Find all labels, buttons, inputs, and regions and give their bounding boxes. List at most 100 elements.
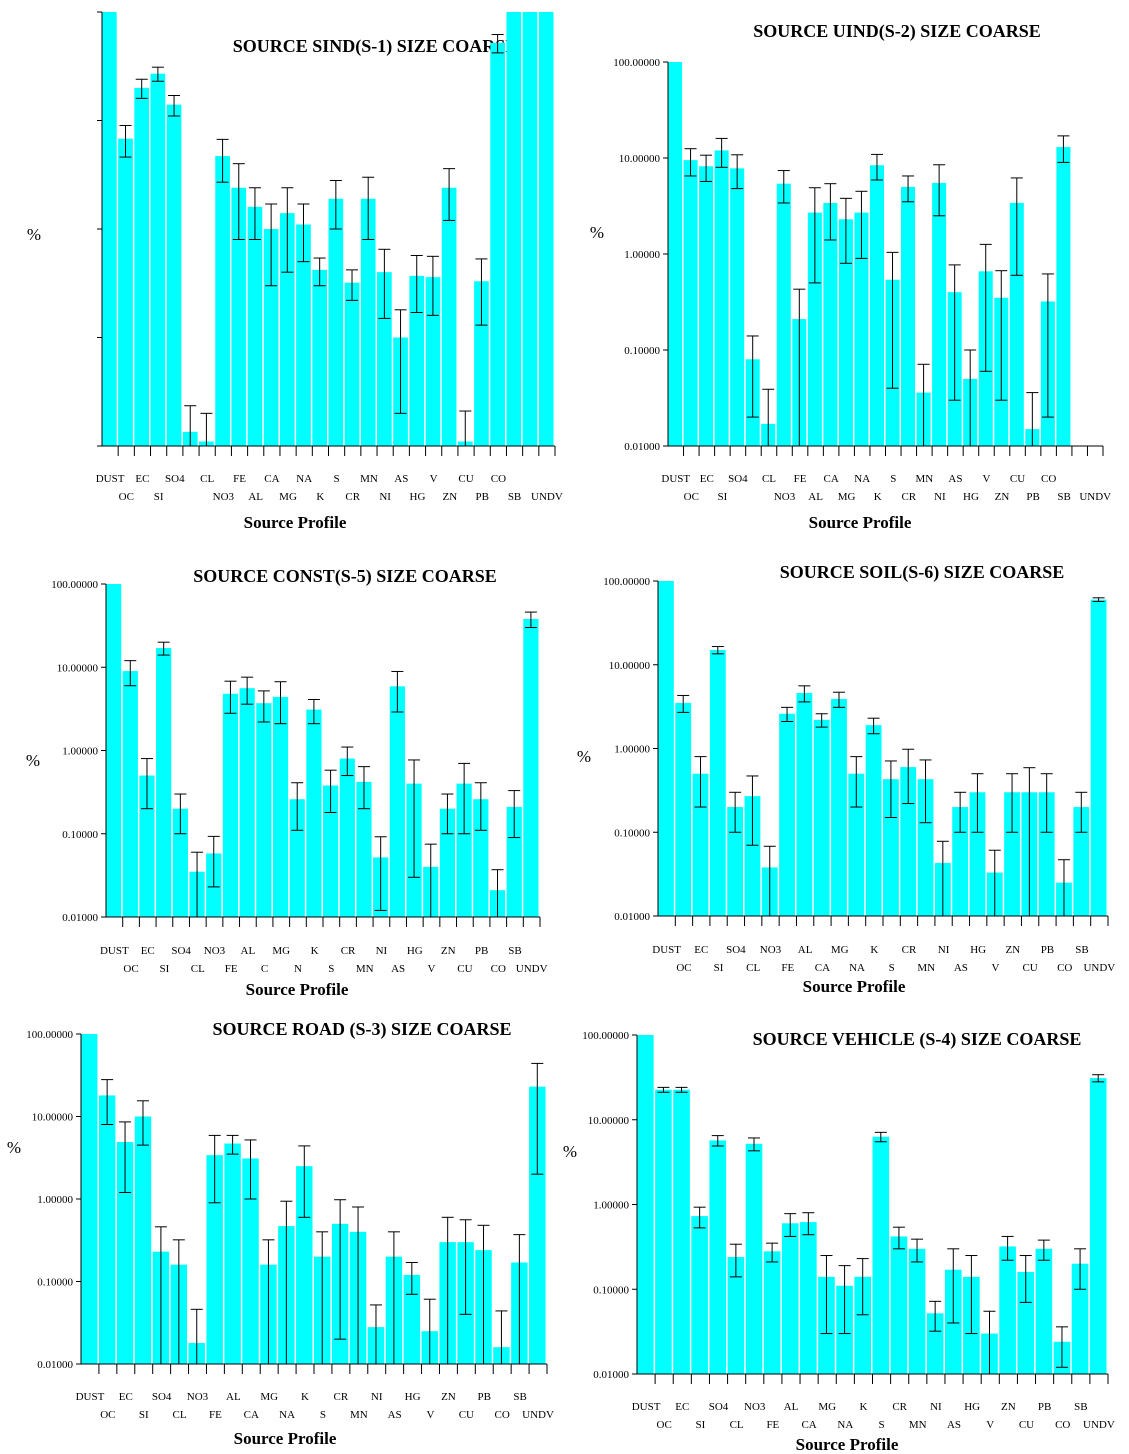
category-label-mn: MN [360, 473, 378, 485]
bar-mg [838, 219, 853, 446]
y-axis-label: % [577, 747, 591, 766]
y-tick-label: 0.01000 [37, 1359, 73, 1371]
category-label-na: NA [854, 473, 870, 485]
category-label-mg: MG [279, 491, 297, 503]
category-label-na: NA [296, 473, 312, 485]
category-label-as: AS [388, 1409, 402, 1421]
y-tick-label: 0.10000 [614, 827, 650, 839]
category-label-pb: PB [1026, 491, 1039, 503]
y-tick-label: 100.00000 [613, 57, 660, 69]
bar-no3 [776, 183, 791, 447]
category-label-mn: MN [909, 1419, 927, 1431]
category-label-hg: HG [407, 945, 423, 957]
category-label-mn: MN [350, 1409, 368, 1421]
bar-oc [683, 160, 698, 446]
bar-cu [1009, 202, 1024, 446]
category-label-hg: HG [964, 1401, 980, 1413]
category-label-k: K [311, 945, 319, 957]
bar-k [854, 1276, 871, 1374]
category-label-ec: EC [141, 945, 155, 957]
category-label-zn: ZN [995, 491, 1010, 503]
bar-undv [523, 618, 539, 917]
bar-dust [106, 584, 122, 917]
category-label-s: S [320, 1409, 326, 1421]
category-label-cu: CU [457, 963, 472, 975]
bar-na [296, 224, 311, 446]
bar-ec [139, 775, 155, 917]
category-label-si: SI [717, 491, 727, 503]
bar-ca [242, 1158, 259, 1364]
bar-mg [279, 213, 295, 446]
category-label-co: CO [1055, 1419, 1070, 1431]
category-label-zn: ZN [441, 1391, 456, 1403]
category-label-v: V [983, 473, 991, 485]
category-label-cu: CU [459, 1409, 474, 1421]
category-label-no3: NO3 [213, 491, 235, 503]
category-label-cu: CU [1019, 1419, 1034, 1431]
x-axis-title: Source Profile [246, 980, 349, 999]
bar-al [807, 212, 822, 446]
y-tick-label: 10.00000 [32, 1112, 74, 1124]
bar-k [296, 1166, 313, 1364]
bar-co [490, 42, 505, 447]
category-label-so4: SO4 [171, 945, 191, 957]
bar-so4 [727, 807, 744, 916]
y-tick-label: 100.00000 [582, 1030, 629, 1042]
y-axis-label: % [563, 1142, 577, 1161]
bar-mg [831, 698, 847, 916]
category-label-cr: CR [334, 1391, 349, 1403]
bar-cr [344, 282, 360, 446]
x-axis-title: Source Profile [796, 1435, 899, 1454]
category-label-sb: SB [508, 491, 521, 503]
category-label-al: AL [798, 944, 813, 956]
bar-s [328, 198, 344, 446]
bar-mn [917, 779, 934, 916]
category-label-mn: MN [915, 473, 933, 485]
bar-ec [116, 1142, 134, 1364]
bar-s [872, 1136, 890, 1374]
bar-zn [1004, 792, 1020, 916]
category-label-co: CO [491, 963, 506, 975]
bar-hg [409, 275, 425, 446]
y-tick-label: 0.01000 [62, 912, 98, 924]
bar-cl [727, 1257, 745, 1374]
category-label-as: AS [954, 962, 968, 974]
category-label-al: AL [808, 491, 823, 503]
bar-zn [439, 808, 456, 917]
bar-fe [231, 187, 247, 447]
bar-cr [901, 186, 916, 447]
bar-si [709, 650, 726, 916]
category-label-ni: NI [376, 945, 388, 957]
category-label-k: K [870, 944, 878, 956]
category-label-dust: DUST [76, 1391, 105, 1403]
category-label-no3: NO3 [187, 1391, 209, 1403]
bar-ec [692, 773, 709, 916]
category-label-ca: CA [801, 1419, 816, 1431]
chart-title: SOURCE ROAD (S-3) SIZE COARSE [212, 1019, 511, 1040]
y-tick-label: 0.01000 [593, 1369, 629, 1381]
bar-fe [206, 1155, 223, 1364]
chart-title: SOURCE VEHICLE (S-4) SIZE COARSE [753, 1029, 1082, 1050]
y-tick-label: 10.00000 [609, 660, 651, 672]
category-label-dust: DUST [661, 473, 690, 485]
category-label-cr: CR [341, 945, 356, 957]
bar-oc [655, 1089, 672, 1374]
category-label-cl: CL [730, 1419, 744, 1431]
category-label-cl: CL [746, 962, 760, 974]
category-label-mg: MG [272, 945, 290, 957]
category-label-fe: FE [233, 473, 246, 485]
category-label-ec: EC [119, 1391, 133, 1403]
bar-pb [473, 799, 489, 917]
y-tick-label: 1.00000 [593, 1200, 629, 1212]
category-label-hg: HG [410, 491, 426, 503]
y-tick-label: 100.00000 [51, 579, 98, 591]
category-label-pb: PB [478, 1391, 491, 1403]
category-label-co: CO [495, 1409, 510, 1421]
bar-so4 [709, 1140, 727, 1374]
category-label-ni: NI [371, 1391, 383, 1403]
category-label-oc: OC [676, 962, 691, 974]
y-tick-label: 0.10000 [37, 1277, 73, 1289]
category-label-si: SI [139, 1409, 149, 1421]
category-label-cr: CR [902, 944, 917, 956]
y-tick-label: 1.00000 [62, 746, 98, 758]
